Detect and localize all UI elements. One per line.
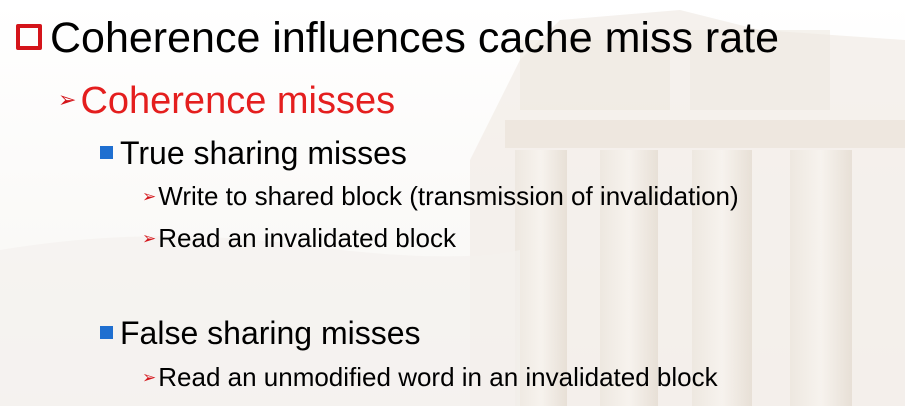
true-sharing-item-text: Write to shared block (transmission of i… — [158, 181, 739, 211]
false-sharing-title: False sharing misses — [120, 315, 421, 351]
true-sharing-title: True sharing misses — [120, 135, 407, 171]
arrowhead-bullet-icon: ➢ — [142, 229, 157, 249]
false-sharing-item: ➢Read an unmodified word in an invalidat… — [142, 364, 718, 390]
true-sharing-item-text: Read an invalidated block — [158, 223, 457, 253]
subheading-line: ➢ Coherence misses — [58, 82, 395, 120]
slide-heading: Coherence influences cache miss rate — [50, 14, 779, 62]
false-sharing-line: False sharing misses — [100, 317, 421, 349]
arrowhead-bullet-icon: ➢ — [142, 368, 157, 388]
filled-square-bullet-icon — [100, 326, 113, 339]
heading-line: Coherence influences cache miss rate — [16, 17, 779, 60]
true-sharing-item: ➢Read an invalidated block — [142, 225, 456, 251]
arrowhead-bullet-icon: ➢ — [142, 187, 157, 207]
false-sharing-item-text: Read an unmodified word in an invalidate… — [158, 362, 718, 392]
filled-square-bullet-icon — [100, 146, 113, 159]
true-sharing-line: True sharing misses — [100, 137, 407, 169]
hollow-square-bullet-icon — [16, 24, 42, 50]
true-sharing-item: ➢Write to shared block (transmission of … — [142, 183, 739, 209]
slide-subheading: Coherence misses — [80, 80, 396, 122]
arrowhead-bullet-icon: ➢ — [58, 88, 77, 113]
